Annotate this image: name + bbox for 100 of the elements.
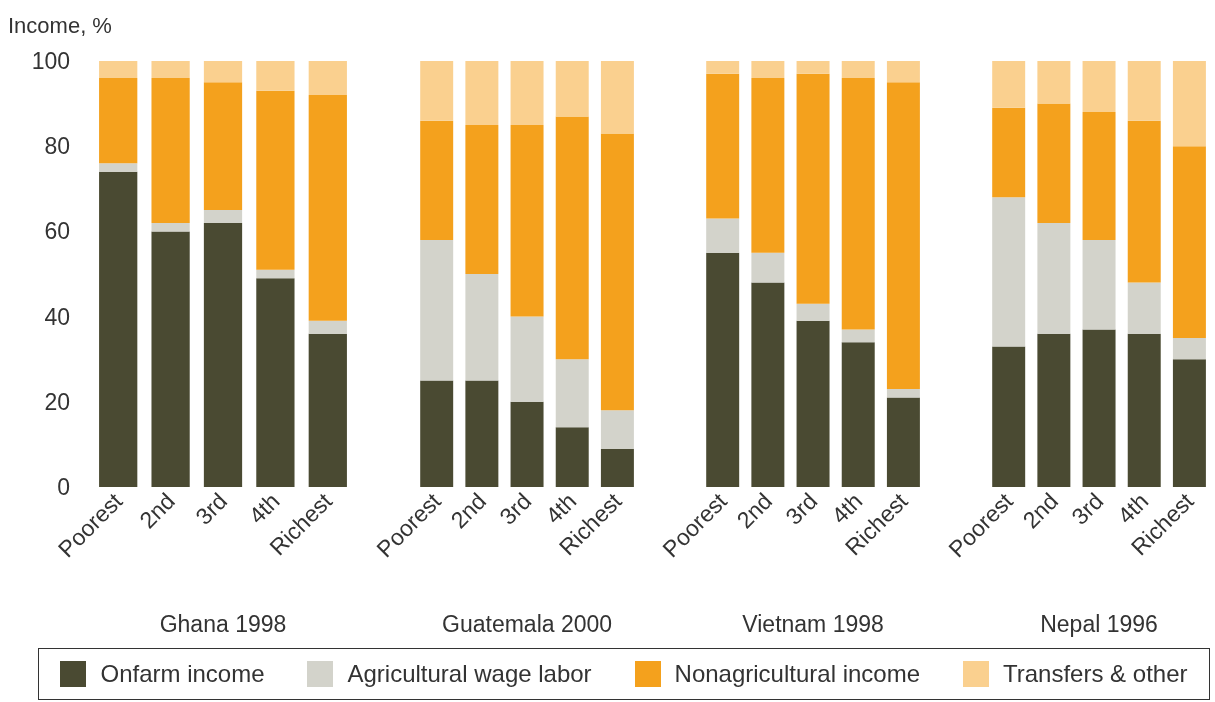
bar (1082, 61, 1116, 113)
bar (151, 231, 190, 487)
bar (203, 210, 243, 223)
x-tick-label: 2nd (134, 487, 180, 534)
bar (510, 61, 544, 125)
x-axis-title: Vietnam 1998 (742, 610, 884, 637)
bar (1082, 239, 1116, 330)
bar (1127, 333, 1161, 487)
bar (886, 82, 920, 390)
legend-label: Transfers & other (1002, 660, 1188, 688)
bar (510, 124, 544, 317)
bar (1172, 359, 1206, 487)
bar (203, 222, 243, 487)
y-tick-label: 0 (57, 474, 70, 500)
bar (510, 316, 544, 402)
bar (992, 197, 1026, 347)
bar (420, 120, 454, 240)
x-tick-label: 2nd (1017, 487, 1064, 534)
legend-label: Nonagricultural income (674, 660, 921, 688)
y-tick-label: 100 (31, 48, 70, 74)
bar (420, 380, 454, 487)
bar (751, 282, 785, 487)
bar (796, 73, 830, 304)
bar (841, 61, 875, 79)
x-tick-label: 3rd (494, 487, 537, 530)
bar (1127, 61, 1161, 121)
bar (1037, 333, 1071, 487)
y-tick-label: 20 (44, 388, 70, 415)
bar (1127, 282, 1161, 334)
bar (151, 222, 190, 232)
bar (308, 320, 347, 334)
bar (992, 61, 1026, 108)
bar (256, 61, 295, 91)
bar (1082, 112, 1116, 240)
bar (600, 133, 634, 411)
bar (1127, 120, 1161, 283)
bar (465, 124, 499, 274)
bar (600, 410, 634, 449)
bar (99, 61, 138, 79)
bar (1082, 329, 1116, 487)
bar (465, 61, 499, 125)
bar (841, 329, 875, 343)
bar (1037, 103, 1071, 223)
bar (555, 427, 589, 487)
x-tick-label: 2nd (731, 487, 778, 534)
bar (465, 380, 499, 487)
bar (203, 82, 243, 211)
bar (555, 61, 589, 117)
bar (992, 346, 1026, 487)
x-tick-label: 2nd (445, 487, 492, 534)
y-tick-label: 60 (44, 218, 70, 245)
bar (555, 359, 589, 428)
bar (1037, 61, 1071, 104)
bar (99, 78, 138, 164)
legend-label: Onfarm income (100, 660, 265, 688)
bar (256, 278, 295, 487)
bar (256, 90, 295, 270)
bar (555, 116, 589, 360)
bar (600, 61, 634, 134)
bar (751, 252, 785, 283)
x-axis-title: Ghana 1998 (159, 610, 287, 637)
bar (308, 333, 347, 487)
x-axis-title: Guatemala 2000 (442, 610, 613, 637)
bar (1172, 146, 1206, 338)
bar (510, 401, 544, 487)
bar (992, 107, 1026, 198)
bar (706, 61, 740, 74)
bar (99, 163, 138, 172)
bar (706, 218, 740, 253)
y-tick-label: 40 (44, 303, 70, 330)
bar (886, 397, 920, 487)
bar (886, 61, 920, 83)
bar (751, 61, 785, 79)
x-tick-label: 3rd (1066, 487, 1109, 530)
x-axis-title: Nepal 1996 (1040, 610, 1158, 637)
bar (1172, 61, 1206, 147)
bar (420, 61, 454, 121)
bar (706, 73, 740, 219)
bar (256, 269, 295, 279)
y-axis-title: Income, % (8, 12, 112, 38)
bar (796, 320, 830, 487)
bar (203, 61, 243, 83)
bar (1172, 337, 1206, 360)
bar (886, 389, 920, 398)
bar (99, 171, 138, 487)
bar (308, 95, 347, 321)
bar (706, 252, 740, 487)
bar (796, 303, 830, 321)
bar (841, 78, 875, 330)
bar (796, 61, 830, 74)
bar (420, 239, 454, 381)
x-tick-label: 3rd (190, 487, 233, 530)
x-tick-label: 3rd (780, 487, 823, 530)
bar (465, 274, 499, 381)
bar (151, 61, 190, 79)
bar (600, 448, 634, 487)
bar (751, 78, 785, 253)
bar (841, 342, 875, 487)
bar (1037, 222, 1071, 334)
bar (308, 61, 347, 96)
